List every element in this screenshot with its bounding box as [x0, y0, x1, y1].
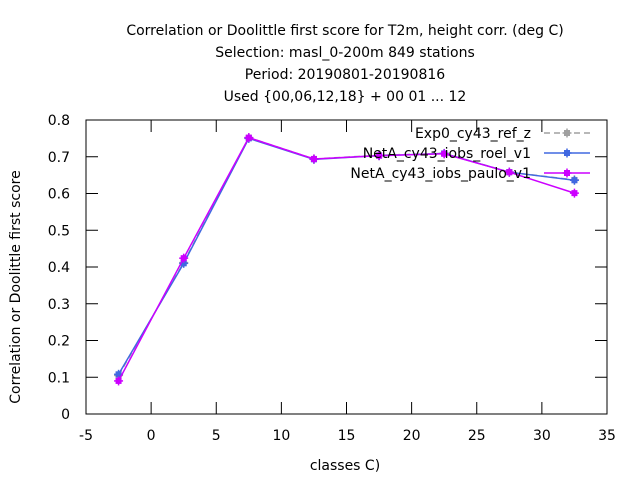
x-tick-label: 15 — [338, 428, 356, 444]
series-3 — [114, 133, 579, 386]
y-tick-label: 0 — [61, 407, 70, 423]
x-tick-label: 30 — [533, 428, 551, 444]
x-tick-label: 10 — [272, 428, 290, 444]
data-point — [439, 149, 449, 159]
y-tick-label: 0.1 — [48, 370, 70, 386]
x-tick-label: 25 — [468, 428, 486, 444]
y-tick-label: 0.2 — [48, 334, 70, 350]
data-point — [504, 167, 514, 177]
axes — [85, 119, 608, 415]
y-tick-label: 0.6 — [48, 187, 70, 203]
title-line-1: Correlation or Doolittle first score for… — [126, 23, 563, 39]
data-point — [569, 175, 579, 185]
y-tick-label: 0.8 — [48, 113, 70, 129]
chart-title: Correlation or Doolittle first score for… — [126, 23, 563, 105]
title-line-3: Period: 20190801-20190816 — [245, 67, 445, 83]
series-line-3 — [117, 136, 575, 382]
title-line-4: Used {00,06,12,18} + 00 01 ... 12 — [224, 89, 467, 105]
legend-label-2: NetA_cy43_iobs_roel_v1 — [363, 146, 531, 162]
legend-marker-1 — [562, 128, 572, 138]
data-point — [114, 376, 124, 386]
x-axis-label: classes C) — [310, 458, 380, 474]
title-line-2: Selection: masl_0-200m 849 stations — [215, 45, 475, 61]
series-layer — [114, 133, 579, 386]
data-point — [244, 133, 254, 143]
legend: Exp0_cy43_ref_z NetA_cy43_iobs_roel_v1 Net… — [350, 126, 590, 182]
legend-label-1: Exp0_cy43_ref_z — [415, 126, 531, 142]
x-tick-label: 20 — [403, 428, 421, 444]
x-tick-label: 5 — [212, 428, 221, 444]
y-axis-label: Correlation or Doolittle first score — [8, 170, 24, 403]
y-tick-label: 0.4 — [48, 260, 70, 276]
x-tick-label: 35 — [598, 428, 616, 444]
x-tick-label: -5 — [79, 428, 93, 444]
y-axis-ticks: 0 0.1 0.2 0.3 0.4 0.5 0.6 0.7 0.8 — [48, 113, 607, 423]
data-point — [309, 154, 319, 164]
y-tick-label: 0.5 — [48, 223, 70, 239]
legend-label-3: NetA_cy43_iobs_paulo_v1 — [350, 166, 531, 182]
plot-frame — [85, 119, 608, 415]
data-point — [179, 253, 189, 263]
x-tick-label: 0 — [147, 428, 156, 444]
data-point — [569, 188, 579, 198]
y-tick-label: 0.3 — [48, 297, 70, 313]
legend-marker-2 — [562, 148, 572, 158]
legend-marker-3 — [562, 168, 572, 178]
x-axis-ticks: -5 0 5 10 15 20 25 30 35 — [79, 120, 616, 444]
data-point — [374, 151, 384, 161]
y-tick-label: 0.7 — [48, 150, 70, 166]
